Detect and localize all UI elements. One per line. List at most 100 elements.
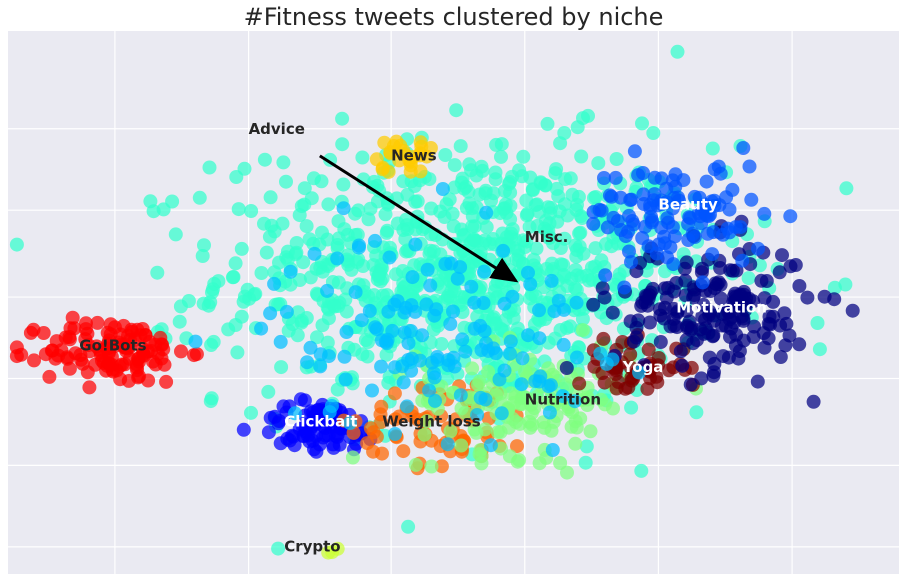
data-point: [564, 271, 579, 286]
data-point: [367, 174, 382, 189]
data-point: [345, 450, 360, 465]
data-point: [477, 264, 492, 279]
data-point: [528, 289, 543, 304]
data-point: [173, 299, 188, 314]
data-point: [437, 293, 452, 308]
data-point: [624, 255, 638, 270]
data-point: [721, 305, 736, 320]
data-point: [327, 299, 342, 314]
data-point: [192, 190, 207, 205]
data-point: [563, 171, 578, 186]
data-point: [423, 278, 438, 293]
data-point: [635, 116, 649, 131]
data-point: [666, 257, 681, 272]
data-point: [631, 313, 646, 328]
data-point: [467, 422, 482, 437]
data-point: [713, 261, 728, 275]
data-point: [36, 326, 51, 340]
data-point: [297, 181, 312, 196]
data-point: [498, 197, 513, 212]
data-point: [363, 421, 378, 436]
data-point: [337, 349, 352, 364]
data-point: [442, 192, 457, 207]
data-point: [479, 205, 494, 220]
data-point: [401, 519, 416, 534]
data-point: [572, 376, 587, 391]
data-point: [557, 126, 572, 140]
data-point: [348, 285, 363, 300]
data-point: [231, 202, 246, 217]
data-point: [502, 176, 517, 191]
data-point: [304, 191, 319, 206]
data-point: [632, 365, 647, 380]
data-point: [530, 218, 545, 233]
data-point: [687, 189, 702, 204]
data-point: [9, 349, 24, 364]
data-point: [381, 375, 396, 390]
data-point: [608, 170, 623, 185]
data-point: [570, 243, 584, 257]
data-point: [494, 406, 509, 421]
data-point: [165, 194, 180, 209]
data-point: [275, 216, 290, 231]
data-point: [380, 332, 395, 347]
data-point: [719, 190, 734, 205]
data-point: [605, 352, 620, 367]
data-point: [478, 186, 493, 201]
data-point: [453, 139, 468, 154]
data-point: [408, 237, 423, 252]
data-point: [667, 229, 682, 244]
data-point: [397, 305, 412, 320]
annotations: Advice: [249, 120, 519, 283]
data-point: [117, 340, 132, 355]
data-point: [538, 178, 553, 193]
data-point: [729, 292, 744, 307]
data-point: [707, 193, 722, 208]
data-point: [465, 361, 480, 376]
data-point: [447, 283, 462, 298]
data-point: [725, 263, 740, 278]
data-point: [314, 174, 329, 189]
data-point: [375, 162, 390, 177]
data-point: [759, 274, 774, 288]
data-point: [454, 438, 469, 453]
data-point: [512, 453, 527, 468]
data-point: [320, 283, 335, 298]
data-point: [434, 337, 449, 351]
data-point: [559, 361, 574, 375]
data-point: [402, 153, 417, 168]
data-point: [810, 316, 825, 330]
data-point: [706, 308, 721, 323]
data-point: [510, 439, 524, 454]
data-point: [569, 283, 584, 297]
data-point: [131, 370, 146, 385]
data-point: [415, 328, 430, 343]
cluster-label: Clickbait: [284, 412, 357, 430]
data-point: [474, 343, 489, 357]
data-point: [115, 357, 129, 372]
data-point: [360, 349, 375, 364]
data-point: [560, 465, 574, 480]
data-point: [423, 141, 438, 155]
data-point: [350, 255, 365, 270]
data-point: [382, 250, 397, 265]
data-point: [381, 304, 396, 319]
cluster-label: Go!Bots: [79, 336, 146, 354]
data-point: [497, 296, 512, 311]
data-point: [772, 265, 787, 280]
cluster-label: Misc.: [525, 228, 569, 246]
data-point: [301, 417, 316, 432]
data-point: [330, 430, 345, 444]
data-point: [486, 341, 501, 356]
data-point: [137, 348, 152, 363]
data-point: [738, 303, 753, 317]
data-point: [800, 290, 815, 305]
data-point: [417, 427, 432, 442]
data-point: [380, 195, 395, 210]
data-point: [263, 306, 278, 321]
data-point: [428, 393, 442, 408]
data-point: [204, 338, 219, 352]
cluster-news: [369, 134, 438, 179]
data-point: [572, 226, 587, 241]
cluster-motivation: [559, 214, 860, 409]
